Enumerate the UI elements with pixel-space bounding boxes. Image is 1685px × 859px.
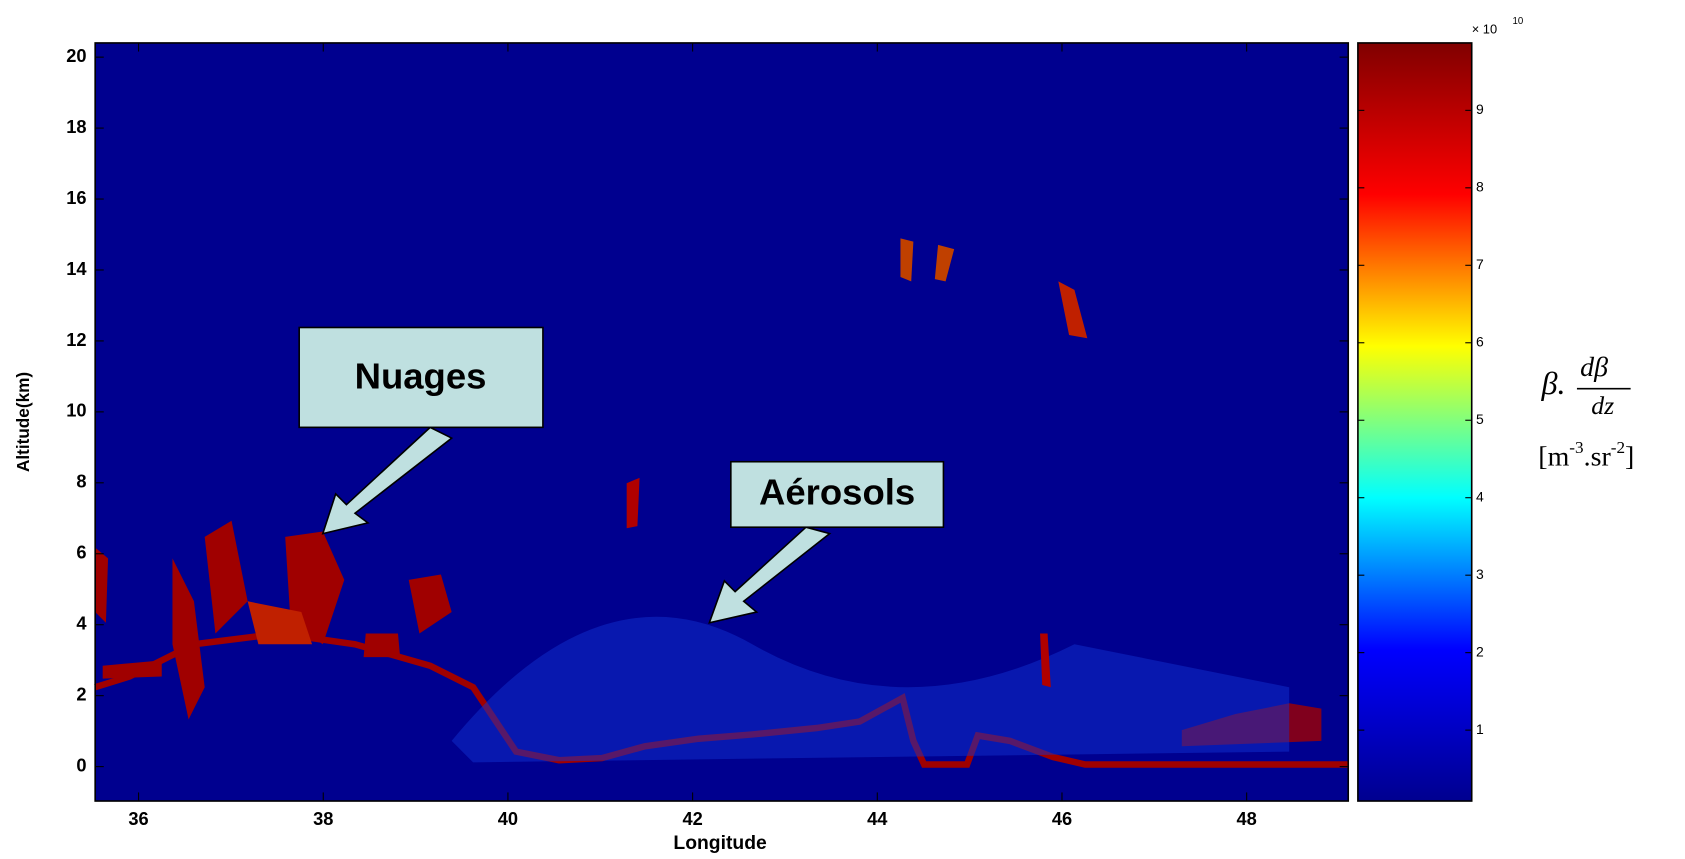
colorbar-tick-label: 6 <box>1476 333 1484 349</box>
x-tick-label: 48 <box>1237 808 1257 829</box>
colorbar-exponent: 10 <box>1513 16 1524 27</box>
cloud <box>626 477 640 529</box>
arrow <box>708 526 832 624</box>
x-tick-label: 46 <box>1052 808 1072 829</box>
y-tick-label: 4 <box>76 613 87 634</box>
annotation: Nuages <box>298 326 544 535</box>
y-tick-label: 16 <box>66 187 86 208</box>
label-denominator: dz <box>1591 391 1614 420</box>
cloud <box>1058 281 1088 339</box>
label-beta: β. <box>1541 365 1566 401</box>
colorbar-label: β. dβ dz [m-3.sr-2] <box>1538 352 1634 473</box>
y-tick-label: 14 <box>66 258 87 279</box>
cloud <box>204 520 248 634</box>
y-tick-label: 6 <box>76 542 86 563</box>
annotation-box <box>298 326 544 429</box>
arrow <box>321 426 454 535</box>
colorbar-tick-label: 1 <box>1476 721 1484 737</box>
cloud <box>408 574 452 634</box>
y-tick-label: 2 <box>76 683 86 704</box>
heatmap-features <box>94 238 1349 768</box>
plot-frame <box>94 42 1350 802</box>
colorbar-tick-label: 3 <box>1476 566 1484 582</box>
y-tick-label: 18 <box>66 116 86 137</box>
x-tick-label: 42 <box>682 808 702 829</box>
cloud <box>102 660 162 679</box>
cloud <box>172 558 205 720</box>
annotation-box <box>730 460 945 529</box>
annotation-text: Nuages <box>355 356 487 397</box>
cloud <box>934 244 955 282</box>
y-tick-label: 10 <box>66 400 86 421</box>
annotation: Aérosols <box>708 460 945 624</box>
colorbar-tick-label: 5 <box>1476 411 1484 427</box>
cloud <box>247 601 313 645</box>
x-tick-label: 36 <box>128 808 148 829</box>
colorbar <box>1357 42 1473 802</box>
aerosol-layer <box>451 616 1290 763</box>
x-tick-label: 44 <box>867 808 888 829</box>
y-tick-label: 0 <box>76 754 86 775</box>
cloud <box>900 238 914 282</box>
label-numerator: dβ <box>1580 352 1608 383</box>
cloud <box>1040 633 1051 688</box>
label-unit: [m-3.sr-2] <box>1538 438 1634 473</box>
x-tick-label: 40 <box>498 808 518 829</box>
colorbar-tick-label: 7 <box>1476 256 1484 272</box>
annotation-text: Aérosols <box>759 472 915 513</box>
x-axis-label: Longitude <box>673 833 767 854</box>
y-tick-label: 12 <box>66 329 86 350</box>
cloud <box>363 633 401 658</box>
y-tick-label: 8 <box>76 471 86 492</box>
colorbar-tick-label: 2 <box>1476 643 1484 659</box>
colorbar-tick-label: 9 <box>1476 101 1484 117</box>
y-axis-label: Altitude(km) <box>13 372 33 472</box>
y-tick-label: 20 <box>66 45 86 66</box>
cloud <box>95 547 109 623</box>
colorbar-tick-label: 4 <box>1476 488 1484 504</box>
colorbar-tick-label: 8 <box>1476 179 1484 195</box>
x-tick-label: 38 <box>313 808 333 829</box>
colorbar-multiplier: × 10 <box>1472 21 1497 36</box>
